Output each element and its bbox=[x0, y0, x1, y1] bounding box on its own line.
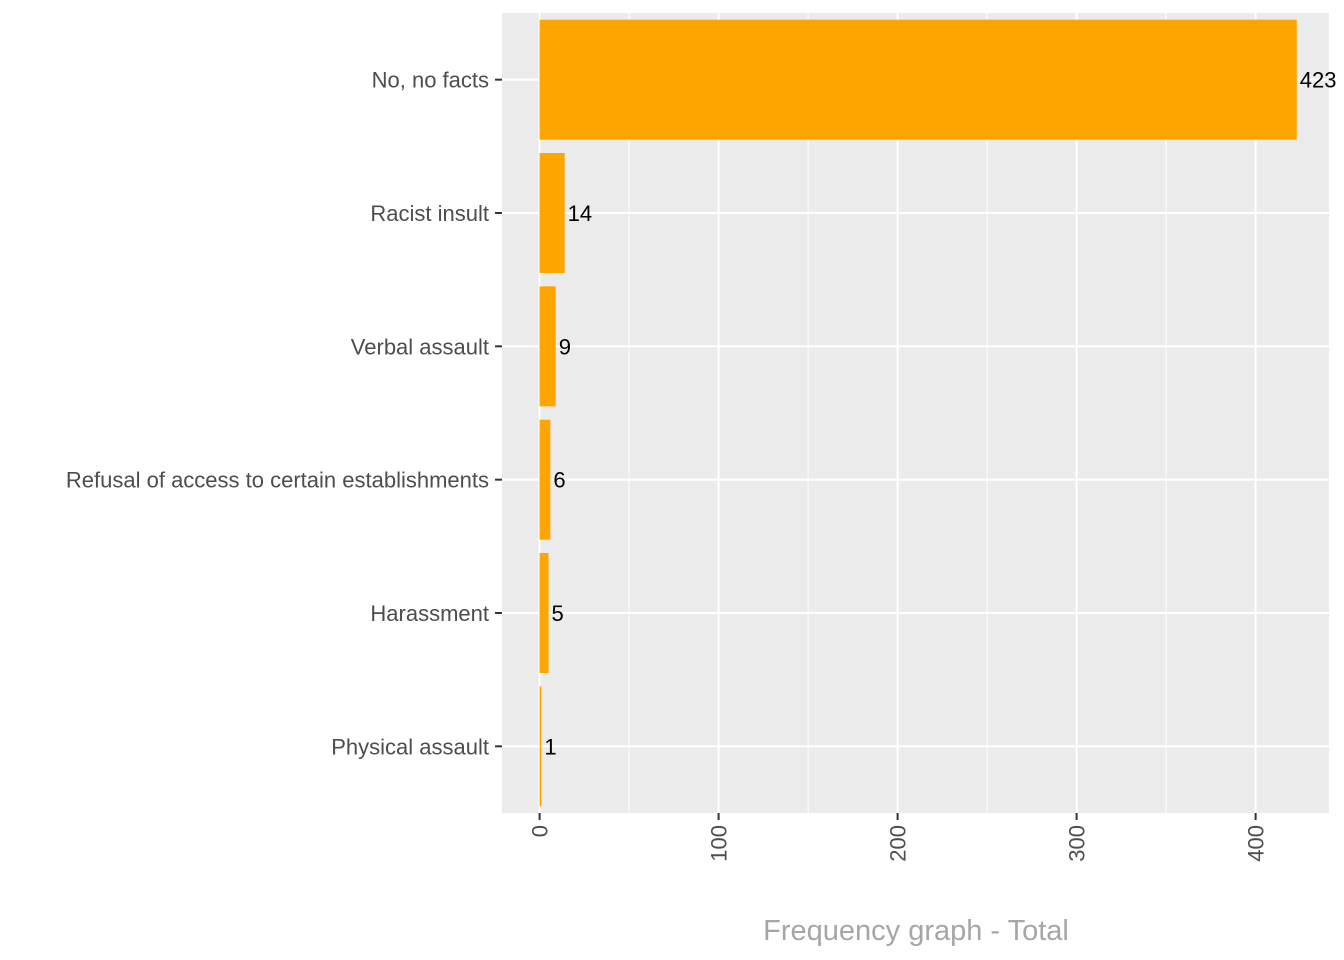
bar bbox=[539, 419, 551, 540]
bar bbox=[539, 686, 542, 807]
x-tick-label: 300 bbox=[1065, 825, 1090, 862]
minor-gridlines bbox=[628, 13, 1167, 813]
category-label: Physical assault bbox=[331, 734, 489, 759]
x-axis: 0 100 200 300 400 bbox=[528, 813, 1269, 862]
bars-group bbox=[539, 19, 1297, 807]
x-tick-label: 400 bbox=[1244, 825, 1269, 862]
y-axis: No, no facts Racist insult Verbal assault R… bbox=[66, 68, 502, 759]
data-label: 423 bbox=[1300, 68, 1337, 93]
category-label: Harassment bbox=[370, 601, 489, 626]
x-tick-label: 100 bbox=[707, 825, 732, 862]
category-label: Racist insult bbox=[370, 201, 489, 226]
bar bbox=[539, 286, 556, 407]
bar bbox=[539, 153, 565, 273]
data-labels-group: 423 14 9 6 5 1 bbox=[544, 68, 1336, 760]
data-label: 9 bbox=[559, 334, 571, 359]
bar bbox=[539, 553, 549, 673]
data-label: 5 bbox=[552, 601, 564, 626]
data-label: 6 bbox=[553, 468, 565, 493]
data-label: 14 bbox=[568, 201, 592, 226]
plot-panel bbox=[502, 13, 1329, 813]
x-axis-title: Frequency graph - Total bbox=[763, 915, 1069, 947]
category-label: Verbal assault bbox=[351, 334, 489, 359]
category-label: Refusal of access to certain establishme… bbox=[66, 468, 489, 493]
category-label: No, no facts bbox=[372, 68, 489, 93]
bar bbox=[539, 19, 1297, 140]
x-tick-label: 200 bbox=[886, 825, 911, 862]
data-label: 1 bbox=[544, 734, 556, 759]
x-tick-label: 0 bbox=[528, 825, 553, 837]
